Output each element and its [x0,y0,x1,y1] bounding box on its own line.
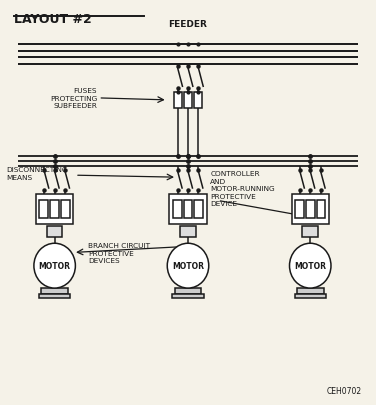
Bar [50,201,59,218]
Text: MOTOR: MOTOR [39,262,71,271]
Bar [61,201,70,218]
Circle shape [290,244,331,288]
Bar [295,201,304,218]
Text: MOTOR: MOTOR [172,262,204,271]
Bar [183,201,193,218]
Bar [172,294,204,298]
Text: FUSES
PROTECTING
SUBFEEDER: FUSES PROTECTING SUBFEEDER [50,88,97,109]
Bar [39,294,70,298]
Bar [36,194,73,224]
Text: FEEDER: FEEDER [168,20,208,29]
Bar [297,288,324,294]
Text: CEH0702: CEH0702 [327,386,362,395]
Text: BRANCH CIRCUIT
PROTECTIVE
DEVICES: BRANCH CIRCUIT PROTECTIVE DEVICES [88,243,150,264]
Bar [180,226,196,237]
Bar [302,226,318,237]
Bar [170,194,206,224]
Bar [194,93,202,109]
Bar [47,226,62,237]
Text: DISCONNECTING
MEANS: DISCONNECTING MEANS [6,167,68,181]
Text: MOTOR: MOTOR [294,262,326,271]
Text: CONTROLLER
AND
MOTOR-RUNNING
PROTECTIVE
DEVICE: CONTROLLER AND MOTOR-RUNNING PROTECTIVE … [210,171,275,207]
Bar [317,201,326,218]
Bar [194,201,203,218]
Text: LAYOUT #2: LAYOUT #2 [14,13,92,26]
Bar [174,93,182,109]
Bar [306,201,315,218]
Bar [184,93,192,109]
Circle shape [167,244,209,288]
Circle shape [34,244,75,288]
Bar [39,201,49,218]
Bar [175,288,201,294]
Bar [41,288,68,294]
Bar [173,201,182,218]
Bar [292,194,329,224]
Bar [294,294,326,298]
